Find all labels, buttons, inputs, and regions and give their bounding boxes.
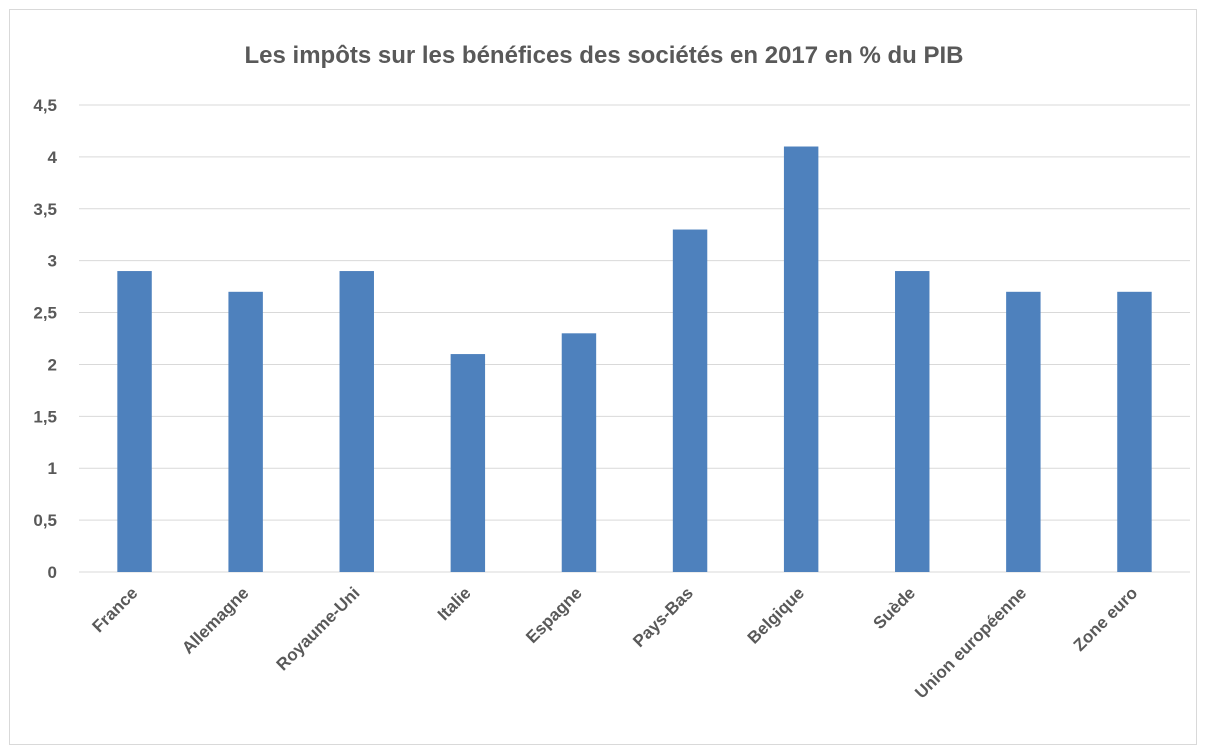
y-axis: 0 0,5 1 1,5 2 2,5 3 3,5 4 4,5	[33, 96, 57, 582]
bar-pays-bas	[672, 229, 708, 573]
y-tick-label: 1,5	[33, 407, 57, 426]
y-tick-label: 3,5	[33, 200, 57, 219]
y-tick-label: 1	[48, 459, 57, 478]
gridlines	[79, 104, 1190, 573]
x-tick-label: Allemagne	[178, 583, 252, 657]
bar-union-europ-enne	[1006, 291, 1041, 572]
x-tick-label: Italie	[434, 583, 475, 624]
bar-france	[117, 271, 152, 572]
x-axis: France Allemagne Royaume-Uni Italie Espagne P…	[89, 583, 1142, 702]
bar-italie	[450, 354, 486, 572]
x-tick-label: France	[89, 583, 142, 636]
x-tick-label: Union européenne	[911, 583, 1030, 702]
bar-allemagne	[228, 291, 263, 572]
x-tick-label: Belgique	[744, 583, 808, 647]
y-tick-label: 0,5	[33, 511, 57, 530]
y-tick-label: 2,5	[33, 304, 57, 323]
bar-zone-euro	[1117, 291, 1152, 572]
x-tick-label: Pays-Bas	[629, 583, 697, 651]
bar-espagne	[561, 333, 597, 572]
y-tick-label: 3	[48, 252, 57, 271]
chart-title: Les impôts sur les bénéfices des société…	[244, 42, 964, 69]
chart-frame	[9, 9, 1197, 745]
y-tick-label: 4	[48, 148, 58, 167]
bar-belgique	[783, 146, 819, 572]
y-tick-label: 4,5	[33, 96, 57, 115]
x-tick-label: Suède	[870, 583, 920, 633]
y-tick-label: 0	[48, 563, 57, 582]
bar-su-de	[895, 271, 930, 572]
y-tick-label: 2	[48, 355, 57, 374]
x-tick-label: Zone euro	[1070, 583, 1142, 655]
x-tick-label: Espagne	[522, 583, 586, 647]
bars	[117, 146, 1152, 573]
x-tick-label: Royaume-Uni	[273, 583, 364, 674]
bar-royaume-uni	[339, 271, 374, 572]
